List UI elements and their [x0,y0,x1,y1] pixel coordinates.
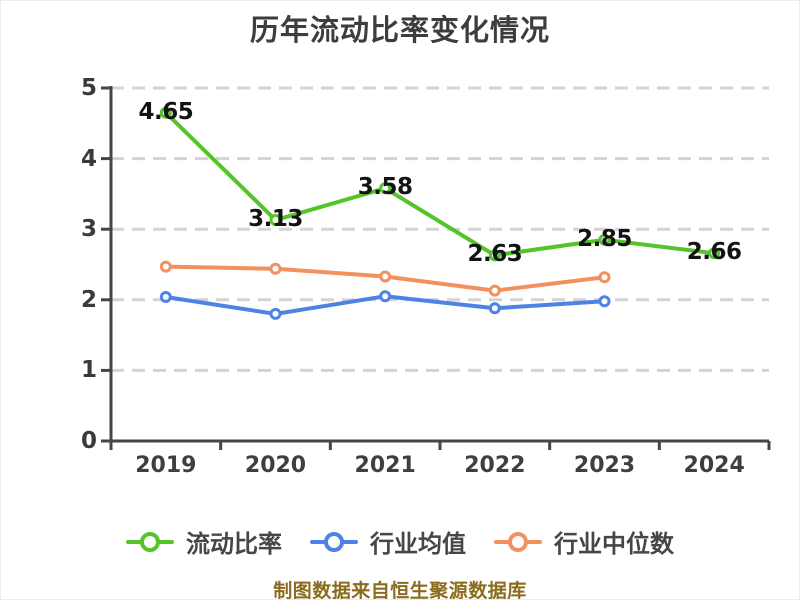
data-point [159,290,172,303]
legend-item-industry-average[interactable]: 行业均值 [310,524,466,559]
legend-label: 行业均值 [370,530,466,558]
data-point [269,214,282,227]
x-axis-label: 2022 [464,453,526,478]
y-axis-tick-label: 5 [80,75,97,101]
chart-legend: 流动比率 行业均值 行业中位数 [1,524,799,559]
data-point-label: 2.63 [467,241,523,268]
x-axis-label: 2023 [573,453,636,478]
x-axis-label: 2024 [683,453,745,478]
data-point [379,270,392,283]
data-point-label: 3.13 [248,206,303,233]
line-ring-marker-icon [310,531,358,553]
chart-title: 历年流动比率变化情况 [249,13,550,47]
x-axis-label: 2021 [354,453,416,478]
legend-label: 流动比率 [186,530,282,558]
data-point [598,233,611,246]
data-point [488,249,501,262]
data-point [488,284,501,297]
data-point [598,271,611,284]
y-axis-tick-label: 2 [80,286,97,313]
data-point [379,290,392,303]
data-point-label: 2.85 [577,225,632,252]
legend-item-industry-median[interactable]: 行业中位数 [494,524,674,559]
data-point-label: 3.58 [357,174,413,201]
legend-label: 行业中位数 [554,530,674,558]
data-point [708,247,721,260]
y-axis-tick-label: 0 [80,428,97,454]
x-axis-label: 2020 [244,453,307,478]
data-point [159,260,172,273]
data-point [269,262,282,275]
data-source-note: 制图数据来自恒生聚源数据库 [273,580,527,600]
data-point [379,182,392,195]
y-axis-tick-label: 3 [80,216,97,243]
data-point [598,295,611,308]
x-axis-label: 2019 [135,453,197,478]
data-point [159,106,172,119]
data-point [488,302,501,315]
line-ring-marker-icon [126,531,174,553]
y-axis-tick-label: 4 [80,145,97,172]
data-point [269,307,282,320]
y-axis-tick-label: 1 [80,357,97,384]
legend-item-current-ratio[interactable]: 流动比率 [126,524,282,559]
line-ring-marker-icon [494,531,542,553]
series-line-0 [163,110,717,258]
data-point-label: 2.66 [686,239,742,266]
data-point-label: 4.65 [138,98,194,125]
